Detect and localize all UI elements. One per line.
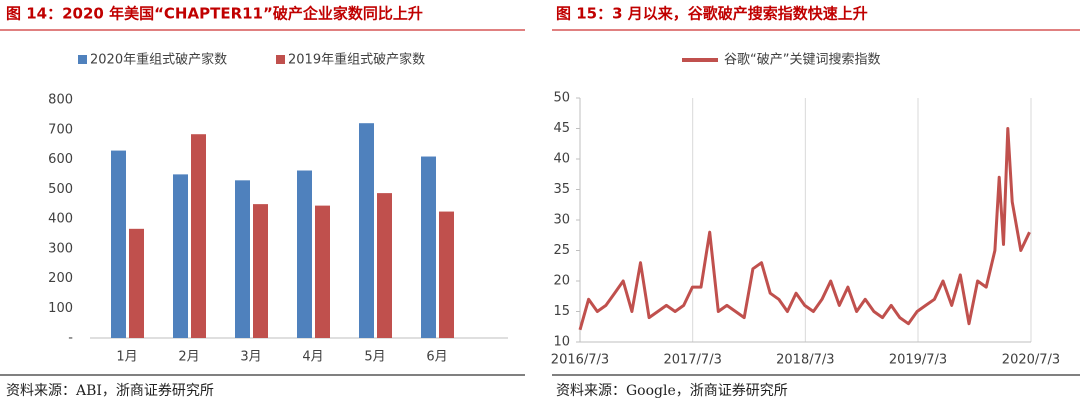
bar [377,193,392,338]
x-tick-label: 2016/7/3 [551,353,609,368]
y-tick-label: 10 [553,335,570,350]
x-tick-label: 2019/7/3 [889,353,947,368]
bar [439,211,454,338]
x-tick-label: 1月 [116,350,137,365]
bar [421,156,436,338]
x-tick-label: 2020/7/3 [1002,353,1060,368]
x-tick-label: 6月 [426,350,447,365]
x-tick-label: 2月 [178,350,199,365]
caption: 图 14：2020 年美国“CHAPTER11”破产企业家数同比上升 [6,5,423,23]
bar [297,170,312,338]
legend-label: 2020年重组式破产家数 [90,52,227,68]
bar [315,205,330,338]
bar [253,204,268,338]
y-tick-label: 35 [553,182,570,197]
y-tick-label: 500 [48,182,73,197]
y-tick-label: 25 [553,243,570,258]
legend-label: 谷歌“破产”关键词搜索指数 [724,53,880,68]
bar [235,180,250,338]
bar [129,228,144,338]
y-tick-label: 30 [553,213,570,228]
x-tick-label: 4月 [302,350,323,365]
y-tick-label: - [68,331,73,346]
line-series [578,127,1031,331]
bar [111,150,126,338]
y-tick-label: 100 [48,301,73,316]
y-tick-label: 600 [48,152,73,167]
y-tick-label: 300 [48,241,73,256]
legend-swatch [276,55,285,64]
caption: 图 15：3 月以来，谷歌破产搜索指数快速上升 [556,5,868,23]
y-tick-label: 700 [48,122,73,137]
legend-swatch [78,55,87,64]
y-tick-label: 45 [553,121,570,136]
y-tick-label: 40 [553,152,570,167]
source: 资料来源：Google，浙商证券研究所 [556,383,788,399]
y-tick-label: 800 [48,93,73,108]
x-tick-label: 3月 [240,350,261,365]
y-tick-label: 15 [553,304,570,319]
x-tick-label: 2017/7/3 [663,353,721,368]
bar [359,123,374,338]
y-tick-label: 200 [48,271,73,286]
x-tick-label: 5月 [364,350,385,365]
y-tick-label: 50 [553,91,570,106]
y-tick-label: 20 [553,274,570,289]
y-tick-label: 400 [48,212,73,227]
legend-label: 2019年重组式破产家数 [288,52,425,68]
bar [173,174,188,338]
bar [191,134,206,338]
source: 资料来源：ABI，浙商证券研究所 [6,383,214,399]
x-tick-label: 2018/7/3 [776,353,834,368]
